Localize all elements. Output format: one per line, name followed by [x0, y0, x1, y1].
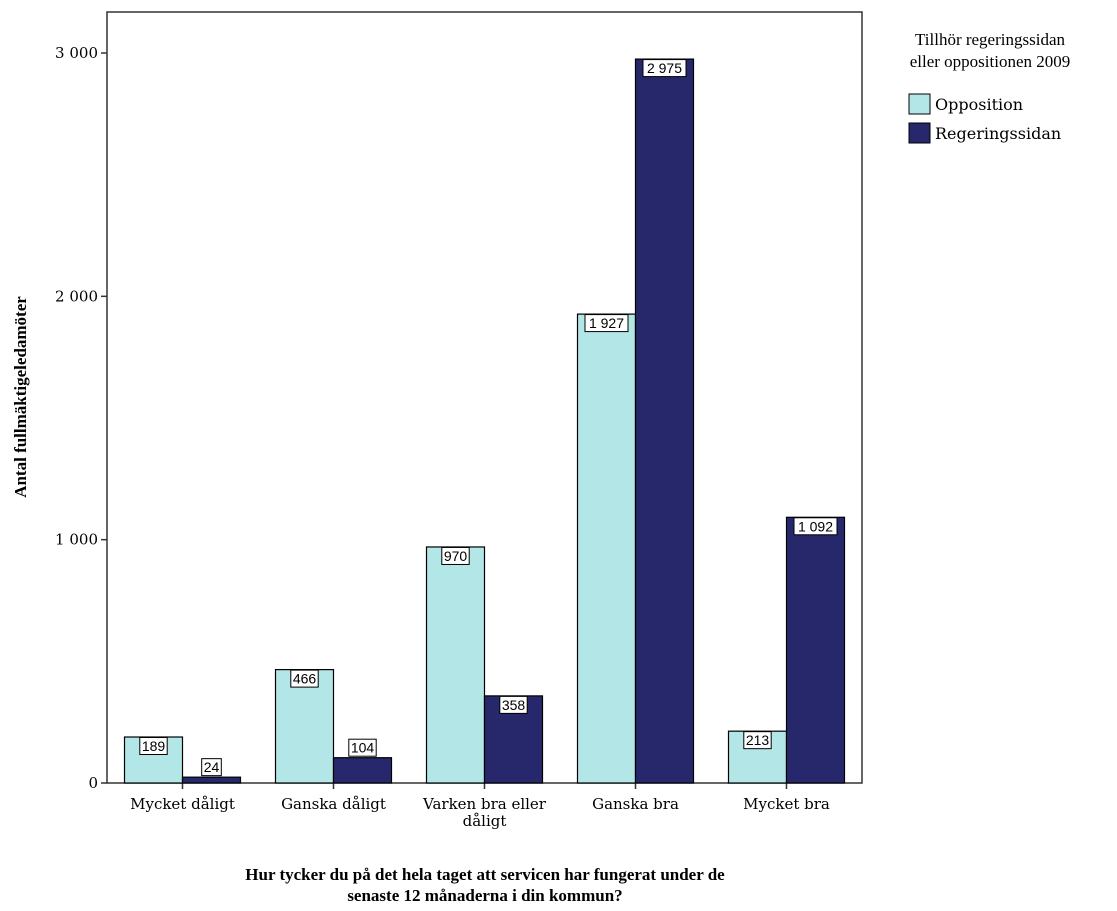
bar-regeringssidan	[181, 776, 242, 784]
x-tick-label: Mycket dåligt	[130, 795, 235, 813]
data-label: 104	[351, 740, 375, 756]
data-label-box	[743, 731, 772, 750]
data-labels: 189 24 466 104 970 358 1 927 2 975 213 1 092	[139, 59, 838, 777]
bar-opposition	[425, 546, 486, 784]
y-tick-label: 1 000	[55, 531, 98, 549]
data-label-box	[584, 314, 629, 333]
bar-regeringssidan	[785, 516, 846, 784]
data-label-box	[642, 59, 687, 78]
data-label-box	[499, 695, 528, 714]
y-axis-title: Antal fullmäktigeledamöter	[11, 296, 30, 498]
x-tick-label: Ganska bra	[592, 795, 679, 813]
x-axis-title-line-1: Hur tycker du på det hela taget att serv…	[245, 865, 725, 884]
data-label-box	[793, 517, 838, 536]
data-label: 1 092	[798, 518, 833, 534]
legend-label-opposition: Opposition	[935, 95, 1023, 114]
x-axis-title-line-2: senaste 12 månaderna i din kommun?	[347, 886, 622, 905]
y-tick-label: 0	[88, 774, 98, 792]
data-label: 1 927	[589, 315, 624, 331]
bar-regeringssidan	[634, 58, 695, 784]
data-label-box	[441, 546, 470, 565]
x-tick-label: Mycket bra	[743, 795, 830, 813]
x-tick-label: Ganska dåligt	[281, 795, 386, 813]
legend-title-line-2: eller oppositionen 2009	[910, 52, 1071, 71]
data-label: 2 975	[647, 60, 682, 76]
bars	[123, 58, 846, 784]
data-label: 970	[444, 548, 468, 564]
y-tick-label: 3 000	[55, 44, 98, 62]
data-label-box	[139, 737, 168, 756]
data-label: 358	[502, 697, 526, 713]
legend-title-line-1: Tillhör regeringssidan	[915, 30, 1066, 49]
data-label: 189	[142, 738, 166, 754]
legend-label-regeringssidan: Regeringssidan	[935, 124, 1061, 143]
bar-opposition	[274, 669, 335, 784]
legend-swatch-opposition	[908, 93, 931, 115]
y-tick-label: 2 000	[55, 287, 98, 305]
x-axis: Mycket dåligt Ganska dåligt Varken bra ell…	[130, 783, 830, 830]
data-label: 466	[293, 671, 317, 687]
x-tick-label: Varken bra eller dåligt	[422, 795, 547, 830]
y-axis: 0 1 000 2 000 3 000	[55, 44, 107, 792]
data-label-box	[201, 758, 222, 777]
legend-swatch-regeringssidan	[908, 122, 931, 144]
data-label: 213	[746, 732, 770, 748]
data-label-box	[290, 669, 319, 688]
bar-regeringssidan	[332, 757, 393, 784]
data-label: 24	[204, 759, 220, 775]
bar-opposition	[576, 313, 637, 784]
data-label-box	[348, 738, 377, 757]
legend: Tillhör regeringssidan eller oppositione…	[908, 30, 1071, 144]
